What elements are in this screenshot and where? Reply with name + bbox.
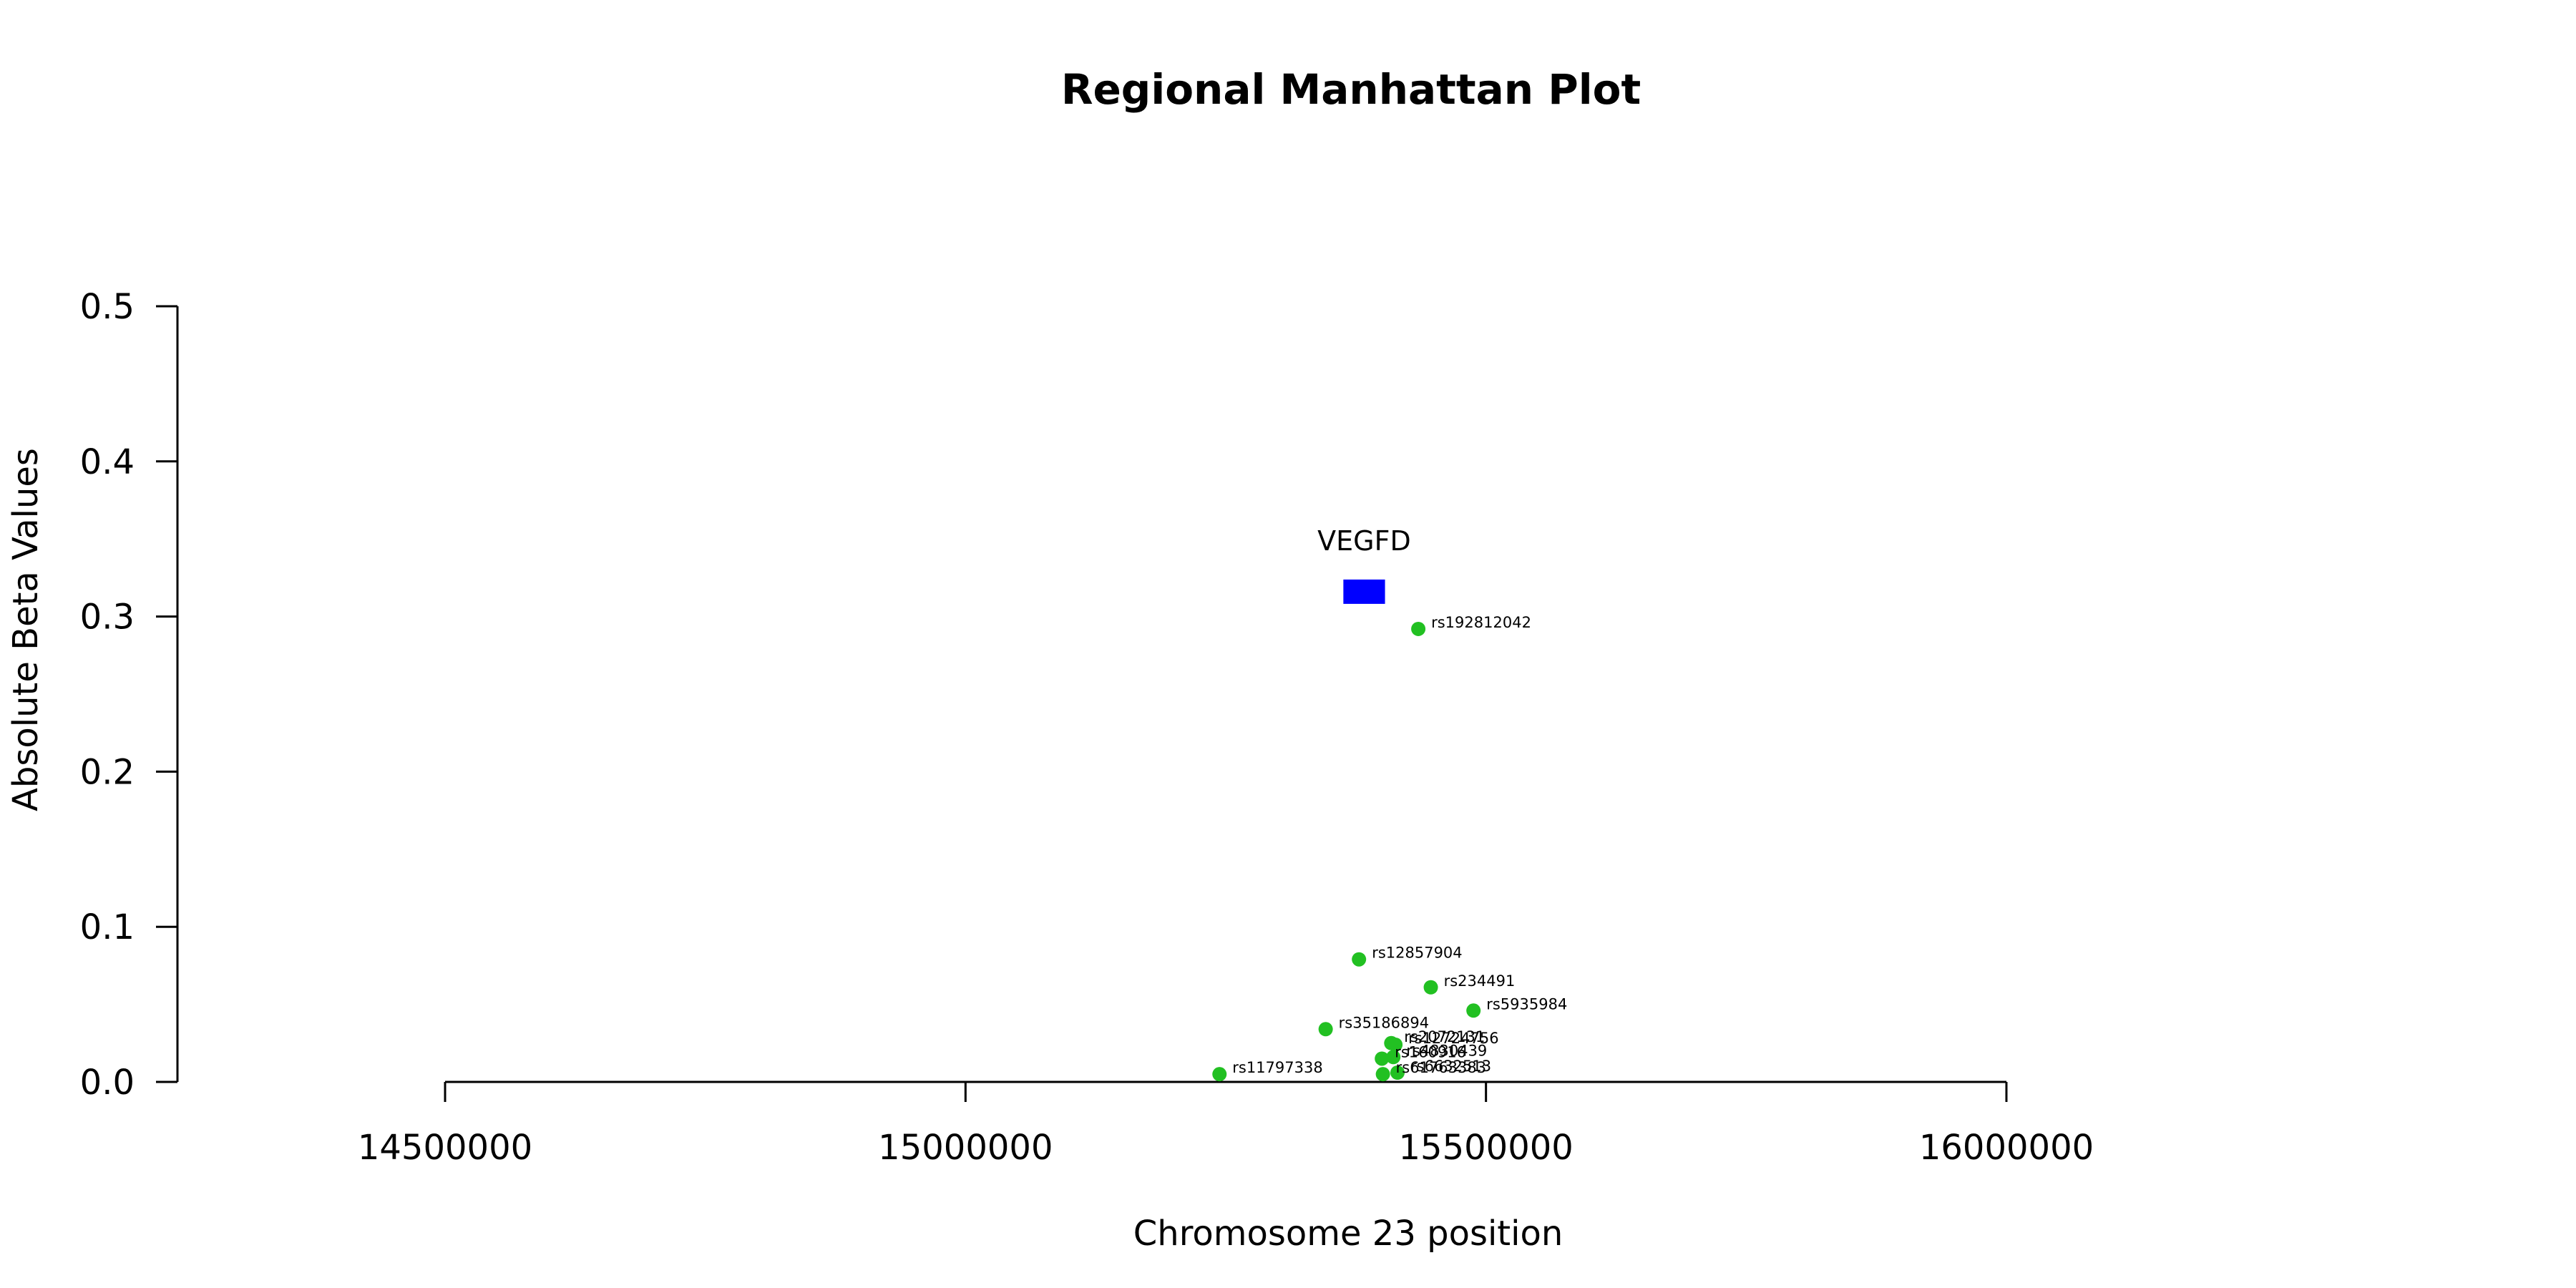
snp-label: rs12857904 [1372, 945, 1462, 962]
x-axis-ticks: 14500000 15000000 15500000 16000000 [358, 1082, 2094, 1168]
snp-point [1411, 621, 1426, 636]
snp-label: rs5935984 [1486, 995, 1567, 1013]
snp-point [1466, 1003, 1481, 1018]
snp-label: rs234491 [1444, 972, 1516, 990]
snp-point [1352, 952, 1367, 967]
snp-label: rs12724756 [1408, 1030, 1498, 1047]
snp-label: rs4830439 [1406, 1042, 1487, 1059]
y-axis-ticks: 0.0 0.1 0.2 0.3 0.4 0.5 [80, 287, 177, 1103]
snp-label: rs160916 [1395, 1043, 1466, 1060]
snp-point [1390, 1065, 1405, 1080]
snp-point [1318, 1022, 1333, 1037]
snp-point [1212, 1067, 1227, 1082]
y-tick-label: 0.0 [80, 1063, 135, 1103]
snp-label: rs11797338 [1232, 1059, 1322, 1076]
snp-points: rs192812042rs12857904rs234491rs5935984rs… [1212, 614, 1567, 1082]
x-axis-label: Chromosome 23 position [1133, 1214, 1563, 1254]
y-tick-label: 0.4 [80, 442, 135, 482]
x-tick-label: 15000000 [878, 1128, 1053, 1168]
y-tick-label: 0.2 [80, 752, 135, 792]
gene-rect [1343, 579, 1385, 604]
snp-point [1386, 1050, 1401, 1065]
x-tick-label: 16000000 [1919, 1128, 2094, 1168]
y-tick-label: 0.5 [80, 287, 135, 327]
snp-point [1375, 1051, 1390, 1066]
snp-point [1388, 1037, 1403, 1052]
snp-label: rs192812042 [1431, 614, 1531, 631]
y-axis-label: Absolute Beta Values [6, 448, 46, 811]
snp-point [1423, 980, 1438, 995]
y-tick-label: 0.3 [80, 597, 135, 638]
y-tick-label: 0.1 [80, 907, 135, 947]
gene-label: VEGFD [1317, 525, 1411, 557]
snp-point [1375, 1067, 1390, 1082]
snp-label: rs6632513 [1410, 1058, 1491, 1075]
chart-title: Regional Manhattan Plot [1061, 65, 1641, 114]
snp-label: rs61763383 [1396, 1059, 1486, 1076]
gene-track: VEGFD [1317, 525, 1411, 604]
x-tick-label: 15500000 [1399, 1128, 1574, 1168]
snp-label: rs2072131 [1404, 1028, 1485, 1045]
snp-label: rs35186894 [1339, 1014, 1429, 1031]
x-tick-label: 14500000 [358, 1128, 532, 1168]
